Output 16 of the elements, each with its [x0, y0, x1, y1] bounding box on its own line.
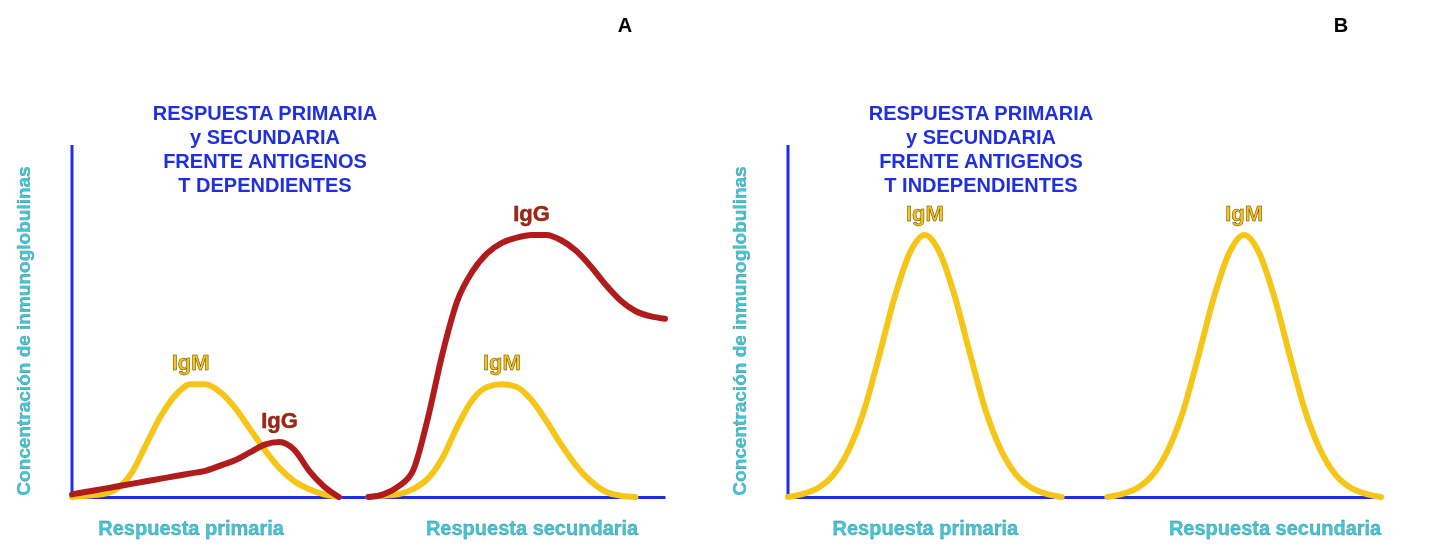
x-tick-label: Respuesta secundaria — [425, 517, 640, 540]
text: IgG — [261, 407, 298, 433]
chart-title: B — [1333, 14, 1349, 36]
text: IgM — [1225, 201, 1264, 226]
x-tick-label: Respuesta primaria — [98, 517, 285, 540]
text: IgM — [482, 350, 521, 376]
series-label: IgM — [171, 350, 210, 376]
text: RESPUESTA PRIMARIA y SECUNDARIA FRENTE ANTIGENOS T DEPENDIENTES — [152, 102, 378, 196]
y-axis-title: Concentración de inmunoglobulinas — [13, 166, 34, 496]
chart-title: A — [617, 14, 633, 36]
series-label: IgM — [905, 201, 944, 226]
x-tick-label: Respuesta secundaria — [1168, 517, 1383, 540]
x-tick-label: Respuesta primaria — [832, 517, 1020, 540]
text: RESPUESTA PRIMARIA y SECUNDARIA FRENTE ANTIGENOS T INDEPENDIENTES — [868, 102, 1094, 196]
series-label: IgG — [513, 201, 550, 226]
y-axis-title: Concentración de inmunoglobulinas — [729, 166, 750, 496]
